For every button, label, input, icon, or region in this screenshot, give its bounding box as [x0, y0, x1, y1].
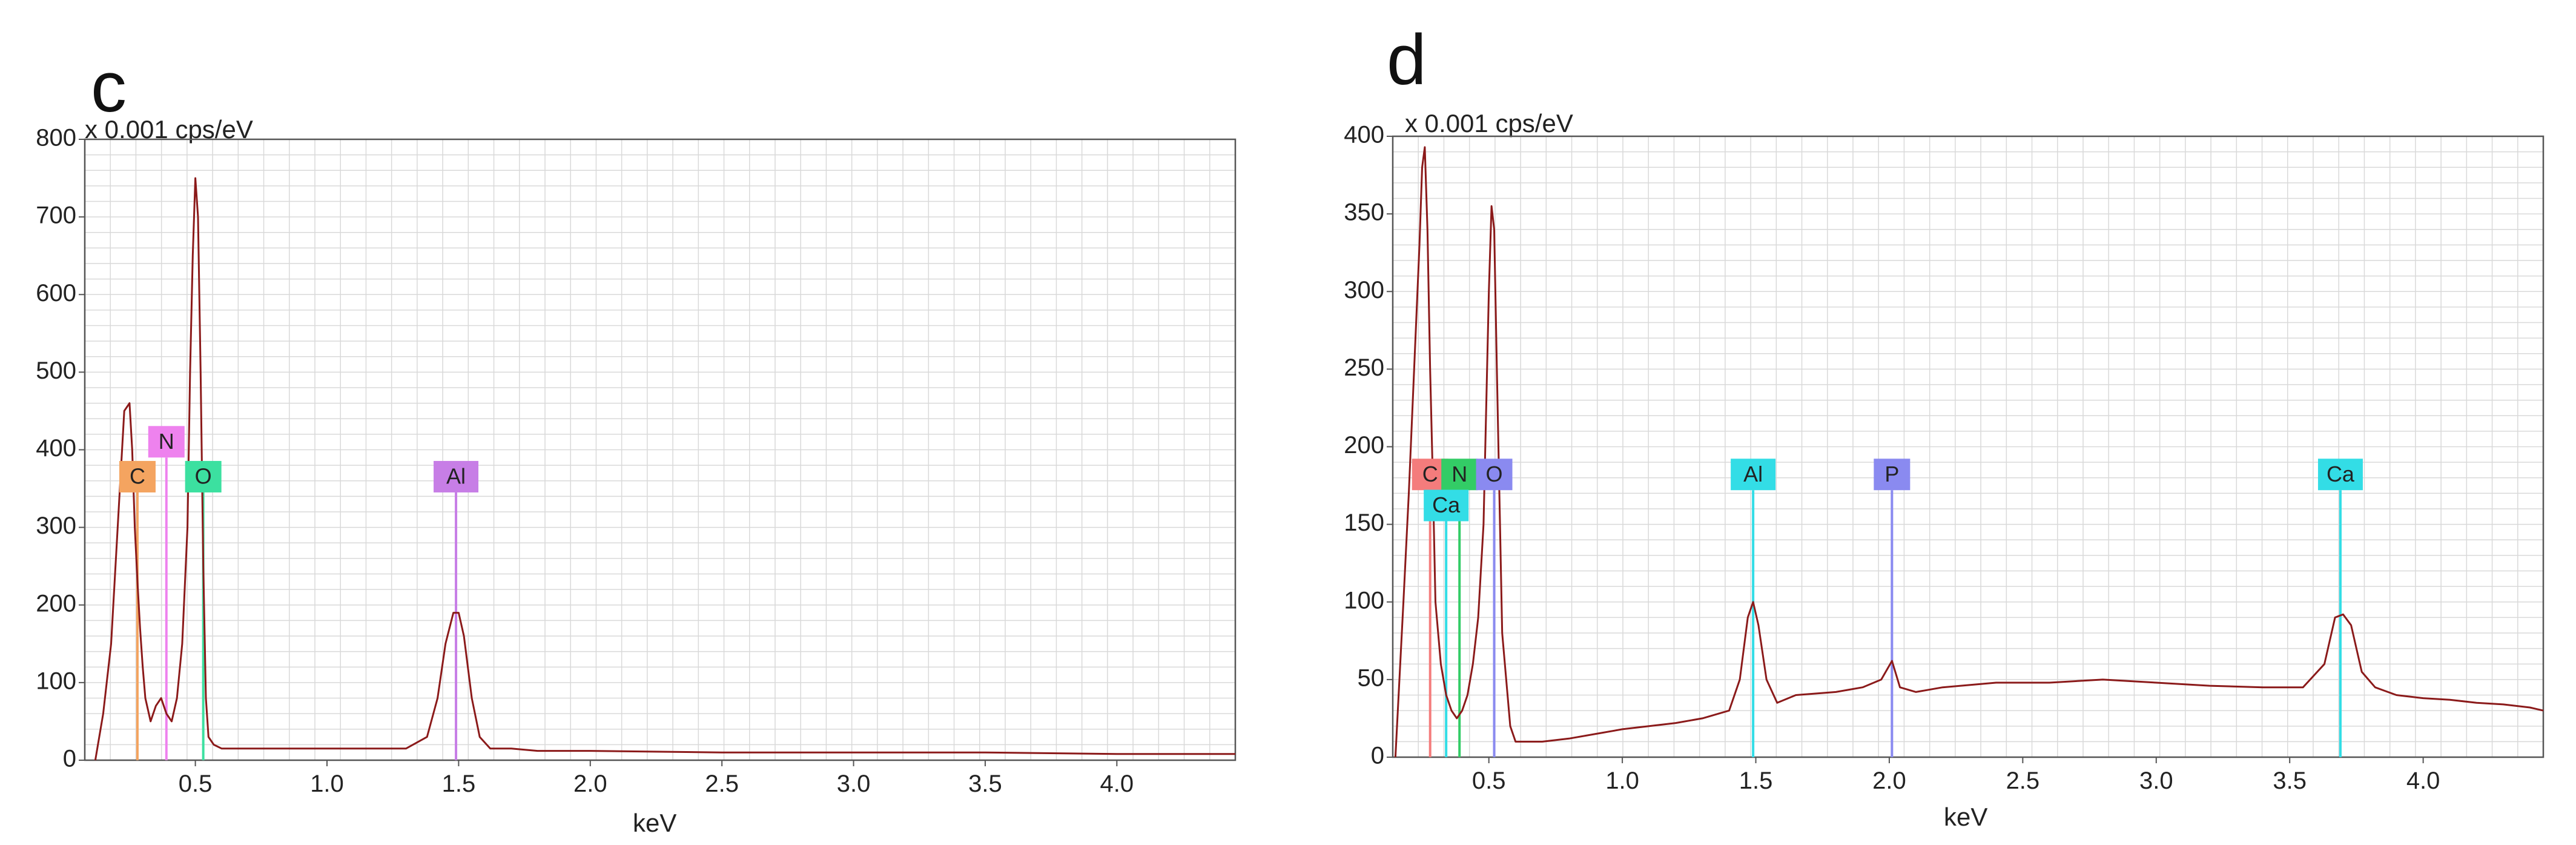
grid [1393, 136, 2543, 757]
y-tick-label: 300 [1344, 277, 1384, 303]
x-tick-label: 3.0 [837, 770, 871, 797]
x-tick-label: 4.0 [2406, 767, 2440, 794]
peak-label: N [148, 426, 185, 458]
x-axis-title: keV [633, 809, 677, 837]
x-tick-label: 0.5 [1472, 767, 1506, 794]
x-tick-label: 3.0 [2139, 767, 2173, 794]
peak-label: P [1874, 459, 1911, 491]
x-tick-label: 4.0 [1100, 770, 1134, 797]
peak-label-box [1731, 459, 1776, 491]
y-tick-label: 200 [1344, 432, 1384, 459]
x-tick-label: 2.5 [2006, 767, 2040, 794]
y-tick-label: 200 [36, 590, 76, 617]
x-tick-label: 1.0 [310, 770, 344, 797]
y-tick-label: 300 [36, 512, 76, 539]
y-tick-label: 350 [1344, 199, 1384, 226]
y-tick-label: 50 [1358, 664, 1385, 691]
x-tick-label: 3.5 [968, 770, 1002, 797]
grid [85, 139, 1235, 760]
x-tick-label: 2.5 [705, 770, 739, 797]
peak-label-text: N [159, 429, 174, 454]
panel-letter: c [91, 47, 127, 127]
spectrum-line [1394, 146, 2544, 758]
peak-label-text: O [1486, 462, 1503, 486]
x-tick-label: 0.5 [179, 770, 213, 797]
y-unit-label: x 0.001 cps/eV [1405, 109, 1573, 138]
peak-label-box [1441, 459, 1478, 491]
panel-letter: d [1387, 20, 1427, 100]
eds-panel-d: d x 0.001 cps/eV 0 50 100 150 200 250 300 350 40… [1308, 0, 2576, 845]
y-tick-label: 100 [36, 668, 76, 694]
peak-label-box [2317, 459, 2363, 491]
peak-label-text: N [1451, 462, 1467, 486]
x-tick-label: 1.5 [1739, 767, 1773, 794]
peak-label-text: Ca [2327, 462, 2355, 486]
peak-label: Ca [1424, 489, 1469, 522]
peak-label-text: Al [1743, 462, 1763, 486]
peak-label: Al [434, 460, 479, 492]
spectrum-line [94, 177, 1235, 761]
x-tick-label: 1.0 [1605, 767, 1639, 794]
y-tick-label: 400 [36, 435, 76, 462]
peak-label: Al [1731, 459, 1776, 491]
peak-label: Ca [2317, 459, 2363, 491]
peak-label: O [1476, 459, 1513, 491]
x-tick-label: 3.5 [2273, 767, 2307, 794]
y-tick-label: 0 [1371, 743, 1384, 769]
eds-panel-c: c x 0.001 cps/eV 0 100 200 300 400 500 600 700 8… [0, 0, 1272, 845]
x-tick-label: 2.0 [1872, 767, 1906, 794]
x-tick-label: 1.5 [442, 770, 476, 797]
peak-label-box [1476, 459, 1513, 491]
peak-label-box [185, 460, 222, 492]
peak-label: C [119, 460, 156, 492]
spectrum-chart-c: 0 100 200 300 400 500 600 700 800 0.5 1.0 1.5 2.0 2.5… [36, 125, 1237, 797]
spectrum-chart-d: 0 50 100 150 200 250 300 350 400 0.5 1.0 1.5 2.0 2.5 3… [1344, 122, 2545, 794]
peak-label-text: C [1422, 462, 1438, 486]
y-tick-label: 500 [36, 357, 76, 384]
y-tick-label: 400 [1344, 122, 1384, 148]
y-tick-label: 100 [1344, 587, 1384, 614]
x-tick-label: 2.0 [573, 770, 607, 797]
peak-label-box [119, 460, 156, 492]
peak-label: N [1441, 459, 1478, 491]
y-tick-label: 0 [63, 746, 76, 772]
peak-label-box [148, 426, 185, 458]
y-tick-label: 250 [1344, 354, 1384, 381]
y-tick-label: 150 [1344, 509, 1384, 536]
peak-label-box [1424, 489, 1469, 522]
peak-label-text: C [130, 463, 145, 488]
x-axis-title: keV [1944, 803, 1988, 831]
peak-label-text: Al [446, 463, 466, 488]
peak-label-box [434, 460, 479, 492]
peak-label: O [185, 460, 222, 492]
peak-label-text: O [195, 463, 212, 488]
peak-label-box [1874, 459, 1911, 491]
y-tick-label: 800 [36, 125, 76, 151]
peak-label-text: P [1884, 462, 1899, 486]
peak-label-text: Ca [1432, 492, 1461, 517]
y-tick-label: 600 [36, 280, 76, 307]
y-tick-label: 700 [36, 202, 76, 229]
